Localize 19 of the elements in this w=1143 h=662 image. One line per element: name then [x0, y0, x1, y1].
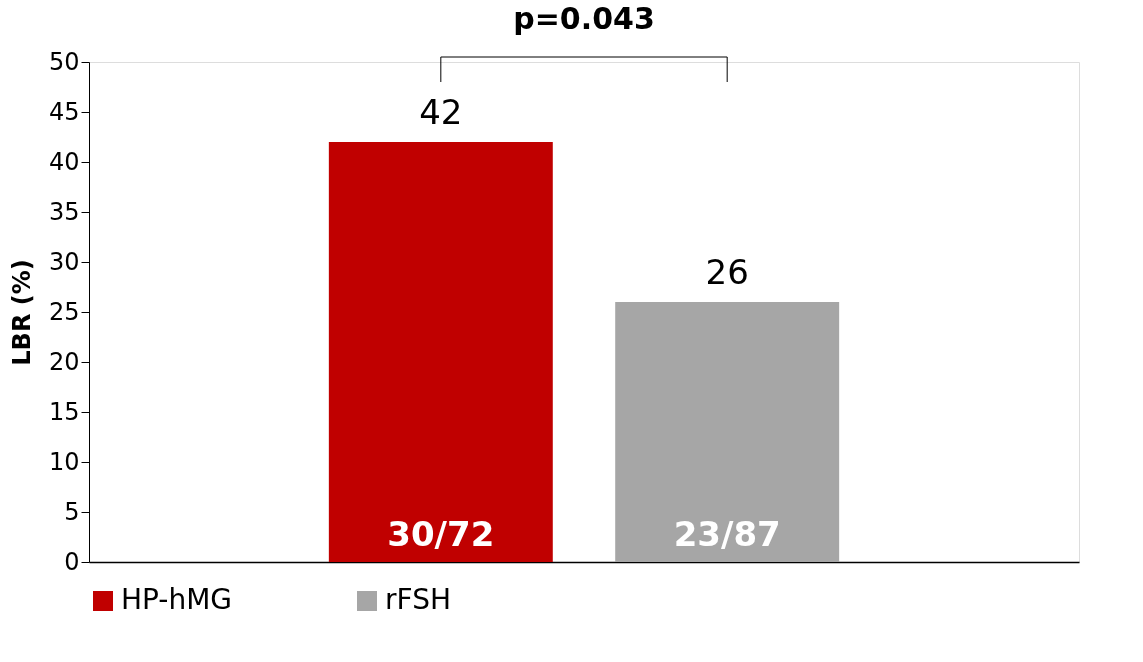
y-tick-label: 25	[48, 297, 80, 326]
y-tick-label: 50	[48, 47, 80, 76]
text: p=0.043	[513, 1, 655, 36]
y-tick-label: 20	[48, 347, 80, 376]
y-tick-label: 5	[64, 497, 80, 526]
legend-label: rFSH	[385, 583, 451, 616]
y-tick-label: 45	[48, 97, 80, 126]
annotation: 30/72	[387, 514, 495, 554]
legend-label: HP-hMG	[121, 583, 233, 616]
y-tick-label: 30	[48, 247, 80, 276]
data-label: 42	[419, 92, 463, 132]
y-tick-label: 35	[48, 197, 80, 226]
y-tick-label: 10	[48, 447, 80, 476]
data-label: 26	[705, 252, 749, 292]
y-tick-label: 15	[48, 397, 80, 426]
y-tick-label: 40	[48, 147, 80, 176]
y-axis-title: LBR (%)	[7, 259, 36, 366]
y-tick-label: 0	[64, 547, 80, 576]
annotation: 23/87	[673, 514, 781, 554]
